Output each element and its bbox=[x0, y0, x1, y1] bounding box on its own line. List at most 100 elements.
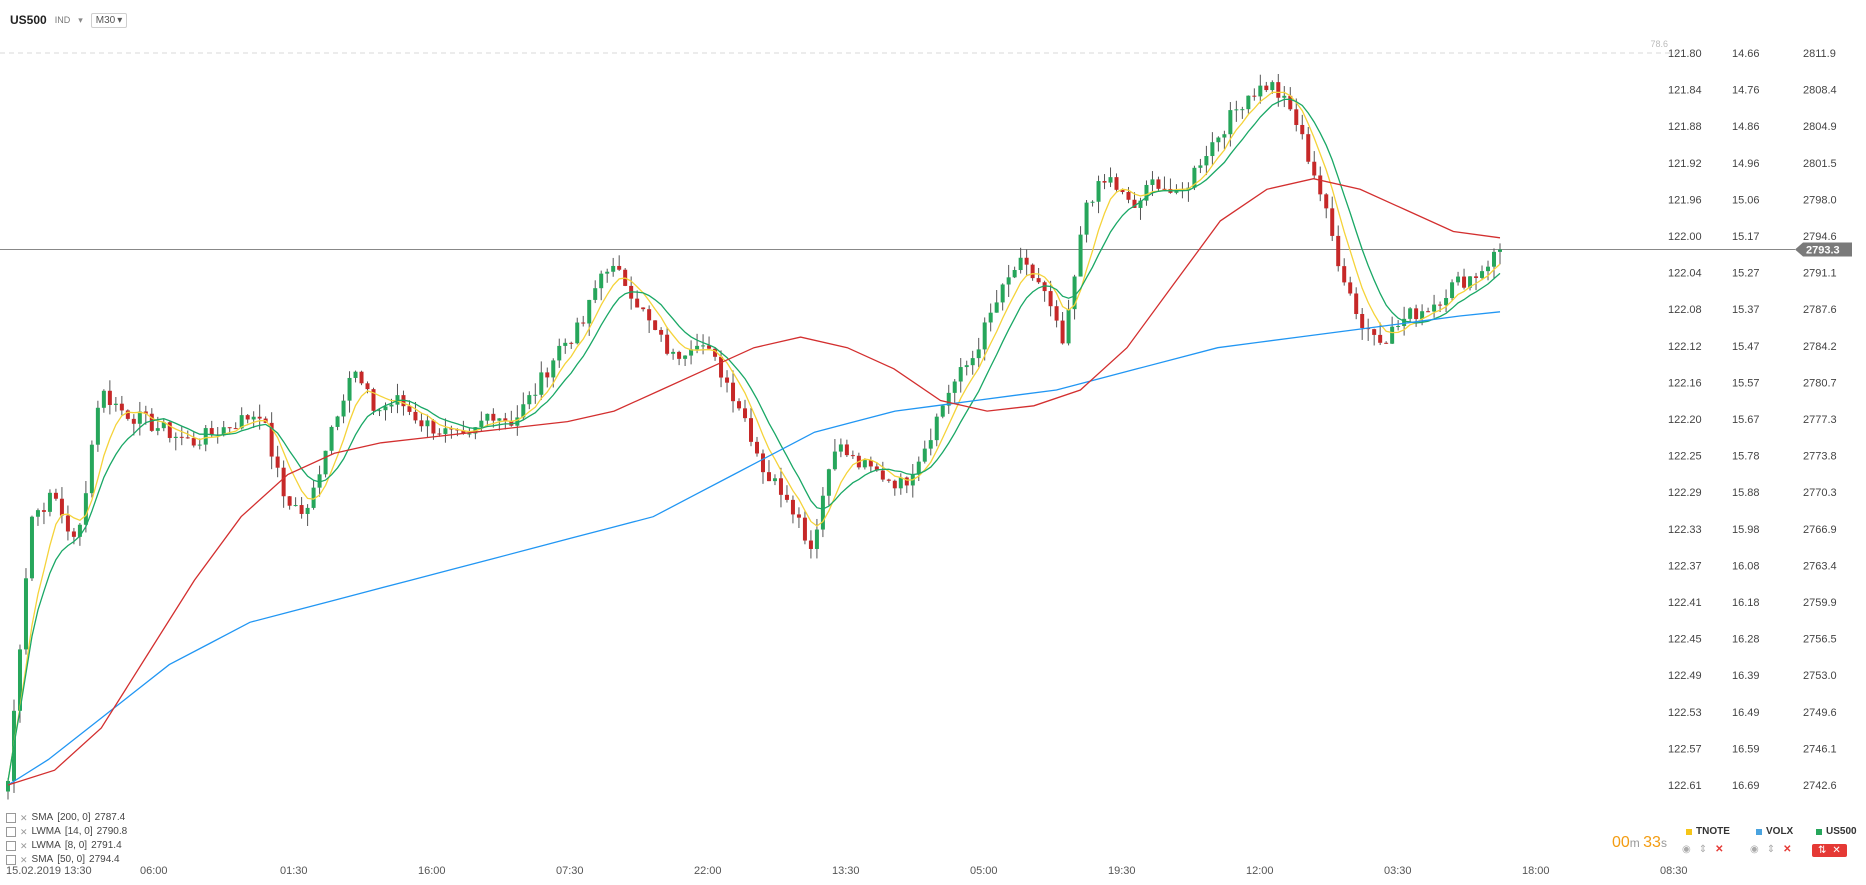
candle bbox=[1132, 199, 1137, 208]
candle bbox=[59, 498, 64, 516]
y-tick-label: 2742.6 bbox=[1803, 780, 1837, 792]
indicator-value: 2794.4 bbox=[89, 854, 120, 865]
indicator-row[interactable]: ✕ LWMA [8, 0] 2791.4 bbox=[6, 839, 127, 853]
sma200-line bbox=[7, 311, 1501, 786]
y-tick-label: 2784.2 bbox=[1803, 341, 1837, 353]
candle bbox=[1276, 82, 1281, 98]
candle bbox=[1048, 291, 1053, 307]
candle bbox=[838, 444, 843, 452]
close-icon[interactable]: ✕ bbox=[1715, 844, 1724, 855]
indicator-row[interactable]: ✕ LWMA [14, 0] 2790.8 bbox=[6, 825, 127, 839]
x-tick-label: 06:00 bbox=[140, 865, 168, 877]
candle bbox=[1096, 181, 1101, 202]
candle bbox=[766, 472, 771, 482]
y-tick-label: 122.61 bbox=[1668, 780, 1702, 792]
x-tick-label: 03:30 bbox=[1384, 865, 1412, 877]
candle bbox=[1402, 318, 1407, 327]
y-tick-label: 2804.9 bbox=[1803, 121, 1837, 133]
settings-icon[interactable] bbox=[6, 827, 16, 837]
timer-minutes: 00 bbox=[1612, 834, 1630, 851]
timeframe-select[interactable]: M30 ▾ bbox=[90, 12, 128, 28]
y-tick-label: 2787.6 bbox=[1803, 304, 1837, 316]
candle bbox=[886, 479, 891, 481]
candle bbox=[659, 329, 664, 335]
candle bbox=[65, 515, 70, 532]
timer-seconds: 33 bbox=[1643, 834, 1661, 851]
indicator-legend: ✕ SMA [200, 0] 2787.4 ✕ LWMA [14, 0] 279… bbox=[6, 811, 127, 867]
close-icon[interactable]: ✕ bbox=[20, 827, 28, 837]
x-tick-label: 01:30 bbox=[280, 865, 308, 877]
eye-icon[interactable]: ◉ bbox=[1682, 844, 1691, 855]
y-tick-label: 15.37 bbox=[1732, 304, 1760, 316]
candle bbox=[1204, 156, 1209, 166]
candle bbox=[575, 322, 580, 344]
move-icon[interactable]: ⇕ bbox=[1698, 844, 1708, 855]
eye-icon[interactable]: ◉ bbox=[1750, 844, 1759, 855]
candle bbox=[413, 411, 418, 421]
candle bbox=[1348, 282, 1353, 294]
series-us500[interactable]: US500 bbox=[1816, 826, 1857, 837]
series-controls-us500: ⇅ ✕ bbox=[1812, 844, 1847, 857]
settings-icon[interactable] bbox=[6, 813, 16, 823]
candle bbox=[89, 444, 94, 494]
candle bbox=[701, 345, 706, 347]
candle bbox=[563, 342, 568, 346]
close-icon[interactable]: ✕ bbox=[20, 855, 28, 865]
indicator-label: SMA bbox=[31, 812, 54, 823]
indicator-row[interactable]: ✕ SMA [200, 0] 2787.4 bbox=[6, 811, 127, 825]
symbol-label[interactable]: US500 bbox=[10, 13, 47, 27]
candle bbox=[1210, 142, 1215, 157]
candle bbox=[802, 517, 807, 541]
settings-icon[interactable] bbox=[6, 841, 16, 851]
candle bbox=[641, 307, 646, 310]
indicator-label: LWMA bbox=[31, 826, 61, 837]
y-tick-label: 122.25 bbox=[1668, 451, 1702, 463]
candle bbox=[155, 428, 160, 431]
candle bbox=[377, 410, 382, 412]
series-tnote[interactable]: TNOTE bbox=[1686, 826, 1730, 837]
candle bbox=[778, 478, 783, 495]
close-icon[interactable]: ✕ bbox=[20, 813, 28, 823]
candle bbox=[233, 428, 238, 430]
candle bbox=[239, 415, 244, 429]
y-tick-label: 122.08 bbox=[1668, 304, 1702, 316]
candle bbox=[479, 420, 484, 428]
candle bbox=[1120, 189, 1125, 193]
candle bbox=[101, 390, 106, 408]
chevron-down-icon[interactable]: ▾ bbox=[78, 14, 83, 25]
series-volx[interactable]: VOLX bbox=[1756, 826, 1793, 837]
candle bbox=[1444, 298, 1449, 306]
active-series-controls[interactable]: ⇅ ✕ bbox=[1812, 844, 1847, 857]
candle bbox=[994, 302, 999, 313]
candle bbox=[695, 345, 700, 350]
candle bbox=[1144, 184, 1149, 201]
move-icon[interactable]: ⇕ bbox=[1766, 844, 1776, 855]
close-icon[interactable]: ✕ bbox=[1783, 844, 1792, 855]
candle bbox=[431, 420, 436, 434]
candle bbox=[599, 273, 604, 289]
candle bbox=[964, 365, 969, 368]
candle bbox=[353, 371, 358, 378]
y-tick-label: 16.28 bbox=[1732, 634, 1760, 646]
indicator-row[interactable]: ✕ SMA [50, 0] 2794.4 bbox=[6, 853, 127, 867]
y-tick-label: 2798.0 bbox=[1803, 194, 1837, 206]
x-tick-label: 12:00 bbox=[1246, 865, 1274, 877]
candle bbox=[731, 382, 736, 402]
settings-icon[interactable] bbox=[6, 855, 16, 865]
candle bbox=[760, 453, 765, 473]
candle bbox=[934, 416, 939, 441]
candle bbox=[83, 493, 88, 525]
candle bbox=[47, 492, 52, 512]
candle-timer: 00m 33s bbox=[1612, 834, 1667, 851]
lwma8-line bbox=[7, 91, 1501, 782]
candle bbox=[1354, 293, 1359, 314]
close-icon[interactable]: ✕ bbox=[20, 841, 28, 851]
candle bbox=[467, 433, 472, 435]
candle bbox=[197, 444, 202, 446]
candle bbox=[53, 492, 58, 499]
arrows-icon[interactable]: ⇅ bbox=[1818, 845, 1827, 856]
candle bbox=[275, 456, 280, 468]
candle bbox=[203, 428, 208, 445]
close-icon[interactable]: ✕ bbox=[1832, 845, 1841, 856]
